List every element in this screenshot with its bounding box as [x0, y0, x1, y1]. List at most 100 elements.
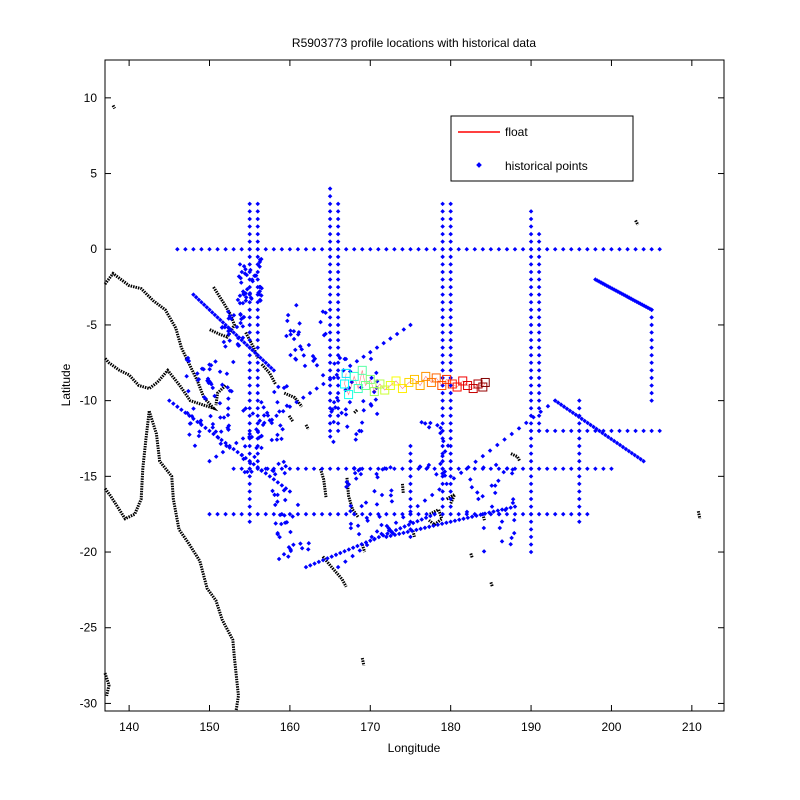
float-profile-marker	[447, 379, 457, 389]
historical-point	[255, 231, 261, 237]
historical-point	[201, 302, 207, 308]
historical-point	[179, 407, 184, 412]
historical-point	[601, 466, 606, 472]
historical-point	[448, 337, 453, 343]
historical-point	[365, 518, 370, 523]
historical-point	[296, 329, 302, 335]
historical-point	[448, 421, 453, 426]
historical-point	[577, 511, 582, 517]
historical-point	[422, 421, 428, 426]
historical-point	[359, 503, 364, 509]
y-tick-label: -15	[80, 469, 98, 483]
historical-point	[560, 428, 566, 434]
historical-point	[356, 468, 361, 473]
historical-point	[448, 451, 453, 456]
historical-point	[256, 292, 262, 297]
historical-point	[419, 517, 424, 522]
historical-point	[429, 492, 435, 498]
historical-point	[284, 520, 290, 525]
historical-point	[536, 511, 542, 517]
historical-point	[603, 432, 608, 438]
float-profile-marker	[442, 374, 452, 384]
historical-point	[255, 413, 261, 419]
historical-point	[320, 557, 326, 563]
historical-point	[536, 330, 542, 335]
historical-point	[198, 418, 204, 423]
historical-point	[523, 420, 529, 426]
historical-point	[435, 422, 440, 428]
historical-point	[582, 418, 587, 424]
historical-point	[504, 466, 510, 471]
coastline	[319, 468, 328, 498]
historical-point	[297, 321, 302, 326]
historical-point	[184, 357, 190, 362]
historical-point	[611, 438, 617, 444]
historical-point	[276, 384, 281, 390]
historical-point	[361, 398, 366, 404]
historical-point	[528, 405, 534, 411]
historical-point	[393, 520, 399, 526]
legend-float-label: float	[505, 125, 528, 139]
historical-point	[247, 460, 253, 466]
historical-point	[311, 358, 316, 364]
historical-point	[558, 402, 564, 407]
historical-point	[335, 421, 341, 426]
historical-point	[536, 262, 542, 267]
historical-point	[438, 430, 443, 436]
float-profile-marker	[360, 381, 370, 390]
historical-point	[440, 496, 445, 502]
historical-point	[591, 424, 596, 430]
historical-point	[649, 398, 654, 403]
historical-point	[544, 466, 550, 472]
historical-point	[368, 349, 373, 355]
historical-point	[474, 513, 479, 518]
historical-point	[495, 442, 500, 448]
historical-point	[335, 390, 341, 396]
historical-point	[579, 416, 584, 422]
coastline	[208, 286, 237, 339]
historical-point	[227, 443, 232, 449]
historical-point	[306, 540, 312, 546]
coastline	[260, 363, 277, 385]
historical-point	[277, 409, 282, 414]
historical-point	[573, 412, 579, 418]
historical-point	[405, 529, 411, 535]
historical-point	[635, 454, 640, 460]
historical-point	[509, 431, 515, 437]
historical-point	[609, 428, 614, 434]
historical-point	[280, 408, 286, 414]
historical-point	[536, 307, 542, 313]
historical-point	[422, 498, 428, 503]
historical-point	[375, 475, 380, 480]
historical-point	[401, 327, 407, 332]
historical-point	[649, 345, 654, 350]
historical-point	[577, 421, 582, 426]
historical-point	[269, 420, 275, 426]
historical-point	[327, 360, 333, 366]
historical-point	[283, 464, 288, 469]
historical-point	[448, 481, 453, 487]
historical-point	[536, 368, 542, 373]
historical-point	[448, 307, 453, 313]
float-profile-marker	[380, 385, 390, 395]
historical-point	[448, 322, 453, 328]
y-axis-label: Latitude	[59, 363, 73, 406]
historical-point	[379, 492, 385, 498]
historical-point	[512, 504, 518, 509]
historical-point	[629, 450, 635, 456]
historical-point	[458, 470, 464, 476]
historical-point	[255, 307, 261, 313]
historical-point	[487, 448, 493, 453]
historical-point	[408, 466, 413, 472]
historical-point	[327, 322, 333, 328]
plot-area	[103, 104, 702, 712]
historical-point	[271, 468, 276, 474]
historical-point	[342, 549, 347, 554]
historical-point	[327, 337, 333, 343]
historical-point	[280, 426, 285, 432]
historical-point	[408, 509, 413, 514]
historical-point	[528, 307, 534, 313]
historical-point	[552, 428, 558, 434]
historical-point	[649, 352, 654, 358]
historical-point	[414, 527, 419, 533]
